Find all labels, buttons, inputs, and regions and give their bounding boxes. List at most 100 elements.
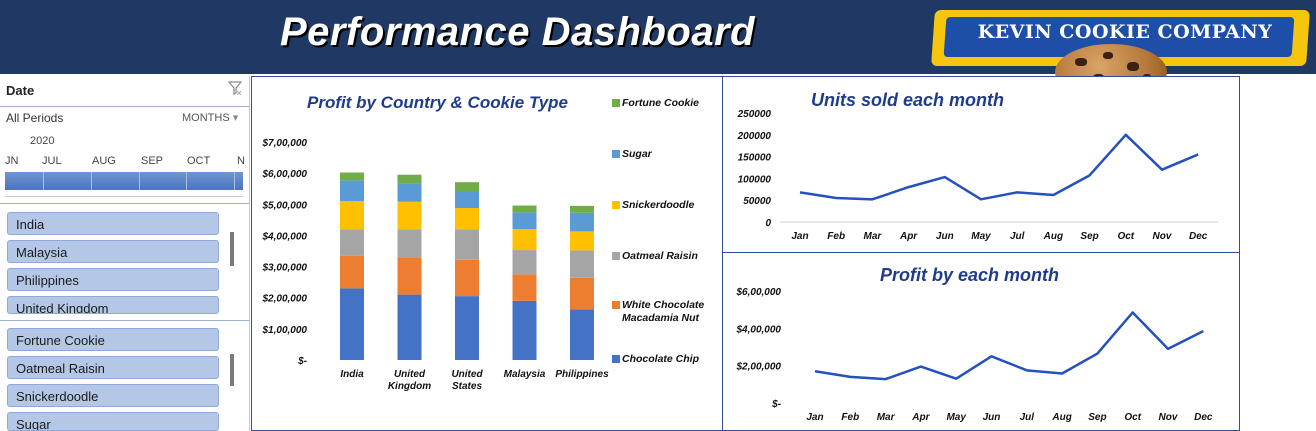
stacked-bar-chart: $- $1,00,000 $2,00,000 $3,00,000 $4,00,000 $5… — [262, 138, 610, 392]
bar-segment — [397, 294, 422, 360]
country-slicer-item[interactable]: Philippines — [7, 268, 219, 291]
x-tick-label: Apr — [911, 412, 930, 423]
x-tick-label: Feb — [827, 231, 845, 242]
x-tick-label: Jun — [936, 231, 954, 242]
chart-title: Profit by each month — [880, 265, 1060, 285]
date-range-label: All Periods — [6, 111, 64, 125]
units-chart-panel: Units sold each month 0 50000 100000 150000… — [722, 76, 1240, 253]
bar-segment — [512, 274, 537, 301]
bar-segment — [397, 201, 422, 230]
y-tick-label: $- — [771, 399, 782, 410]
timeline-month: OCT — [187, 155, 211, 167]
bar-segment — [512, 212, 537, 230]
bar-segment — [455, 229, 479, 260]
x-tick-label: Aug — [1051, 412, 1071, 423]
legend-label: Fortune Cookie — [622, 97, 700, 109]
legend-swatch — [612, 201, 620, 209]
profit-line-chart: $- $2,00,000 $4,00,000 $6,00,000 Jan Feb Mar Ap… — [736, 287, 1213, 423]
bar-segment — [455, 296, 479, 360]
units-line-chart: 0 50000 100000 150000 200000 250000 Jan Feb Mar A… — [737, 109, 1219, 242]
x-tick-label: Sep — [1080, 231, 1098, 242]
y-tick-label: $2,00,000 — [262, 294, 308, 305]
slicer-divider — [0, 320, 249, 321]
cookie-slicer-item[interactable]: Fortune Cookie — [7, 328, 219, 351]
x-tick-label: Feb — [841, 412, 859, 423]
x-tick-label: May — [946, 412, 966, 423]
line-series — [814, 311, 1204, 381]
timeline-divider — [43, 172, 44, 190]
timeline-month: N — [237, 155, 245, 167]
logo-text: KEVIN COOKIE COMPANY — [977, 21, 1273, 43]
y-tick-label: 250000 — [737, 109, 772, 120]
cookie-slicer-item[interactable]: Snickerdoodle — [7, 384, 219, 407]
timeline-selection-bar[interactable] — [5, 172, 243, 190]
legend-swatch — [612, 150, 620, 158]
cookie-slicer-scrollbar[interactable] — [230, 354, 234, 386]
x-tick-label: Oct — [1124, 412, 1141, 423]
bar-segment — [340, 255, 364, 289]
x-tick-label: Jul — [1020, 412, 1035, 423]
dashboard-title: Performance Dashboard — [280, 10, 756, 54]
country-slicer-item[interactable]: Malaysia — [7, 240, 219, 263]
bar-segment — [570, 250, 594, 278]
legend-label: Snickerdoodle — [622, 199, 695, 211]
country-slicer-scrollbar[interactable] — [230, 232, 234, 266]
bar-segment — [455, 182, 479, 192]
legend-label: Sugar — [622, 148, 652, 160]
country-slicer-item[interactable]: United Kingdom — [7, 296, 219, 314]
x-tick-label: Malaysia — [504, 369, 546, 380]
slicer-divider — [0, 203, 249, 204]
timeline-divider — [234, 172, 235, 190]
bar-segment — [340, 229, 364, 256]
chart-title: Units sold each month — [811, 90, 1005, 110]
y-tick-label: $6,00,000 — [262, 169, 308, 180]
timeline-scrollbar[interactable] — [5, 196, 243, 203]
x-tick-label: United — [451, 369, 483, 380]
x-tick-label: Aug — [1043, 231, 1063, 242]
y-tick-label: $4,00,000 — [262, 231, 308, 242]
x-tick-label: United — [394, 369, 426, 380]
timeline-month: JN — [5, 155, 19, 167]
x-tick-label: India — [340, 369, 364, 380]
cookie-slicer-item[interactable]: Oatmeal Raisin — [7, 356, 219, 379]
legend-label: Chocolate Chip — [622, 353, 700, 365]
x-tick-label: Nov — [1153, 231, 1173, 242]
bar-segment — [570, 205, 594, 213]
profit-country-chart-panel: Profit by Country & Cookie Type $- $1,00,… — [251, 76, 723, 431]
bar-segment — [512, 250, 537, 275]
bar-segment — [340, 288, 364, 360]
bar-segment — [397, 183, 422, 202]
x-tick-label: Jan — [791, 231, 808, 242]
x-tick-label: Nov — [1159, 412, 1179, 423]
country-slicer-item[interactable]: India — [7, 212, 219, 235]
bar-segment — [340, 180, 364, 202]
x-tick-label: Sep — [1088, 412, 1106, 423]
y-tick-label: 0 — [765, 218, 771, 229]
bar-segment — [570, 212, 594, 232]
x-tick-label: Kingdom — [388, 381, 431, 392]
x-tick-label: Philippines — [555, 369, 609, 380]
time-level-label: MONTHS — [182, 112, 230, 124]
x-tick-label: States — [452, 381, 482, 392]
y-tick-label: $7,00,000 — [262, 138, 308, 149]
bar-segment — [512, 205, 537, 213]
cookie-slicer-item[interactable]: Sugar — [7, 412, 219, 431]
bar-segment — [340, 172, 364, 181]
y-tick-label: $5,00,000 — [262, 200, 308, 211]
timeline-month: SEP — [141, 155, 164, 167]
clear-filter-icon[interactable] — [227, 81, 243, 97]
time-level-dropdown[interactable]: MONTHS ▾ — [182, 111, 238, 124]
timeline-month: JUL — [42, 155, 62, 167]
bar-segment — [512, 229, 537, 251]
x-tick-label: Dec — [1189, 231, 1208, 242]
timeline-divider — [186, 172, 187, 190]
bar-segment — [455, 259, 479, 297]
y-tick-label: $3,00,000 — [262, 263, 308, 274]
x-tick-label: Apr — [899, 231, 918, 242]
chart-title: Profit by Country & Cookie Type — [307, 93, 569, 112]
sheet-background — [1240, 76, 1316, 431]
chevron-down-icon: ▾ — [232, 112, 239, 124]
y-tick-label: 50000 — [743, 196, 771, 207]
x-tick-label: May — [971, 231, 991, 242]
y-tick-label: $4,00,000 — [736, 324, 782, 335]
